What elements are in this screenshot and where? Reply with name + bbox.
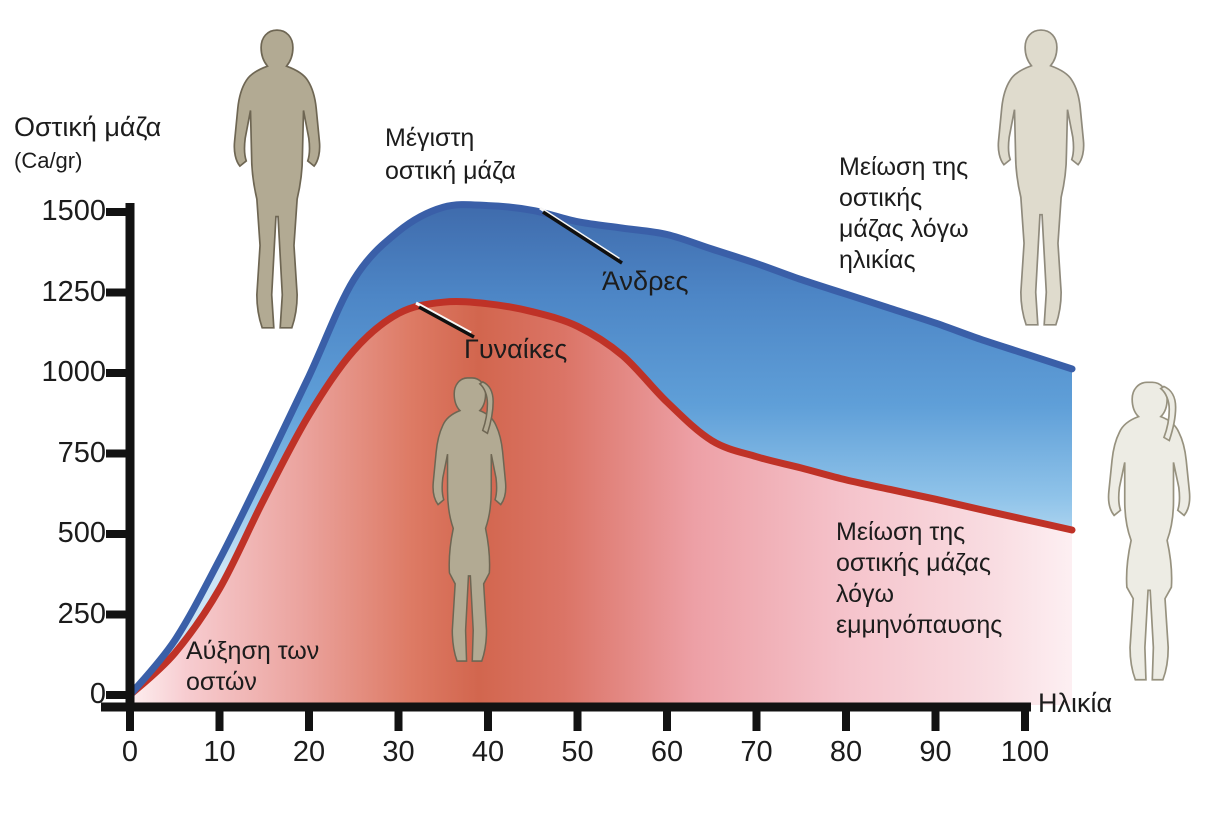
- x-tick-label: 40: [471, 736, 505, 768]
- y-tick-label: 1000: [41, 356, 106, 388]
- peak-bone-mass-annotation: Μέγιστη οστική μάζα: [385, 124, 516, 185]
- men-curve: [126, 201, 1076, 699]
- x-axis-ticks: [126, 706, 1029, 731]
- x-tick-label: 0: [121, 736, 139, 768]
- bone-growth-annotation: Αύξηση των οστών: [186, 637, 320, 696]
- y-tick-label: 1250: [41, 275, 106, 308]
- y-tick-label: 750: [57, 436, 106, 469]
- y-tick-label: 1500: [41, 195, 106, 227]
- y-axis-title: Οστική μάζα (Ca/gr): [14, 110, 161, 178]
- x-tick-label: 20: [292, 736, 326, 768]
- y-axis-title-text: Οστική μάζα: [14, 112, 162, 142]
- x-tick-label: 50: [561, 736, 594, 768]
- x-tick-label: 10: [203, 736, 236, 768]
- men-area-fill: [130, 204, 1072, 695]
- male-silhouette-right: [997, 29, 1085, 326]
- x-tick-label: 100: [1000, 736, 1050, 768]
- y-axis-ticks: [106, 208, 133, 699]
- decline-with-age-annotation: Μείωση της οστικής μάζας λόγω ηλικίας: [839, 153, 969, 274]
- men-label-leader-line: [539, 206, 623, 265]
- x-tick-label: 30: [382, 736, 415, 768]
- women-label-leader-line: [415, 301, 475, 339]
- women-series-label: Γυναίκες: [464, 334, 568, 364]
- y-tick-label: 0: [89, 678, 106, 710]
- female-silhouette-right: [1107, 381, 1191, 681]
- male-silhouette-left: [233, 29, 321, 329]
- x-tick-label: 70: [740, 736, 773, 768]
- women-curve: [126, 298, 1076, 699]
- x-tick-label: 90: [919, 736, 952, 768]
- men-series-label: Άνδρες: [602, 266, 689, 296]
- women-area-fill: [130, 301, 1072, 705]
- x-axis-title: Ηλικία: [1038, 688, 1113, 718]
- y-tick-label: 500: [57, 517, 106, 549]
- axes: [101, 203, 1031, 731]
- x-tick-label: 60: [650, 736, 684, 768]
- x-tick-label: 80: [829, 736, 863, 768]
- y-axis-unit: (Ca/gr): [14, 148, 83, 173]
- decline-menopause-annotation: Μείωση της οστικής μάζας λόγω εμμηνόπαυσ…: [836, 518, 1003, 639]
- y-tick-label: 250: [57, 597, 106, 630]
